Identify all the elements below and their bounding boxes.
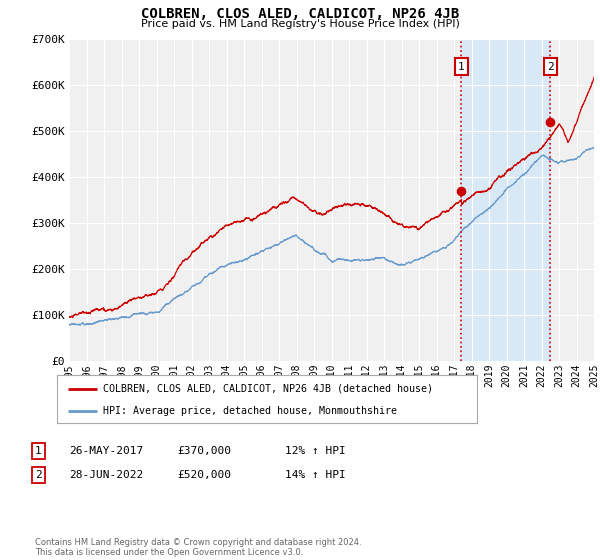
Point: [545, 118, 555, 127]
Text: £520,000: £520,000: [177, 470, 231, 480]
Text: 2: 2: [35, 470, 41, 480]
Text: £370,000: £370,000: [177, 446, 231, 456]
Text: Price paid vs. HM Land Registry's House Price Index (HPI): Price paid vs. HM Land Registry's House …: [140, 19, 460, 29]
Text: HPI: Average price, detached house, Monmouthshire: HPI: Average price, detached house, Monm…: [103, 406, 397, 416]
Point: [457, 186, 466, 195]
Text: 12% ↑ HPI: 12% ↑ HPI: [285, 446, 346, 456]
Text: 1: 1: [35, 446, 41, 456]
Text: 14% ↑ HPI: 14% ↑ HPI: [285, 470, 346, 480]
Text: 26-MAY-2017: 26-MAY-2017: [69, 446, 143, 456]
Text: COLBREN, CLOS ALED, CALDICOT, NP26 4JB (detached house): COLBREN, CLOS ALED, CALDICOT, NP26 4JB (…: [103, 384, 433, 394]
Text: Contains HM Land Registry data © Crown copyright and database right 2024.
This d: Contains HM Land Registry data © Crown c…: [35, 538, 361, 557]
Text: 28-JUN-2022: 28-JUN-2022: [69, 470, 143, 480]
Text: COLBREN, CLOS ALED, CALDICOT, NP26 4JB: COLBREN, CLOS ALED, CALDICOT, NP26 4JB: [141, 7, 459, 21]
Text: 1: 1: [458, 62, 465, 72]
Text: 2: 2: [547, 62, 554, 72]
Bar: [461, 39, 550, 361]
